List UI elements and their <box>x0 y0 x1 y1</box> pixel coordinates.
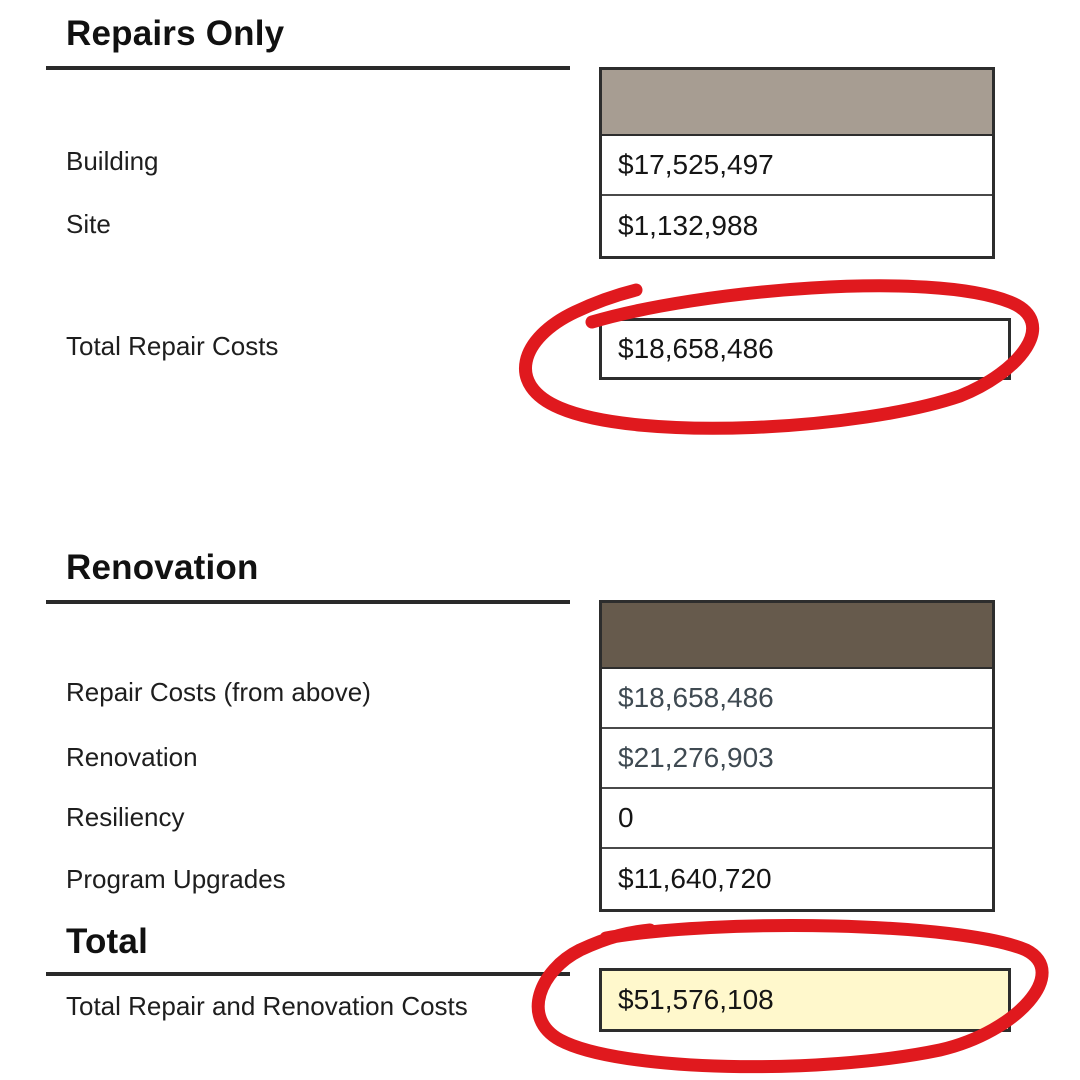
total-repair-costs-value[interactable]: $18,658,486 <box>599 318 1011 380</box>
renovation-table-header <box>602 603 992 669</box>
program-upgrades-label: Program Upgrades <box>66 864 286 894</box>
site-value[interactable]: $1,132,988 <box>618 210 759 241</box>
total-divider <box>46 972 570 976</box>
repairs-table-header <box>602 70 992 136</box>
total-repair-renovation-text: $51,576,108 <box>618 984 774 1015</box>
repair-costs-from-above-label: Repair Costs (from above) <box>66 677 371 707</box>
total-repair-costs-text: $18,658,486 <box>618 333 774 364</box>
site-label: Site <box>66 209 111 239</box>
resiliency-value[interactable]: 0 <box>602 789 992 849</box>
building-value[interactable]: $17,525,497 <box>602 136 992 196</box>
renovation-label: Renovation <box>66 742 198 772</box>
total-repair-costs-label: Total Repair Costs <box>66 331 279 361</box>
building-label: Building <box>66 146 159 176</box>
repair-costs-from-above-value[interactable]: $18,658,486 <box>602 669 992 729</box>
renovation-value[interactable]: $21,276,903 <box>602 729 992 789</box>
repairs-table: $17,525,497 $1,132,988 <box>599 67 995 259</box>
resiliency-label: Resiliency <box>66 802 185 832</box>
renovation-table: $18,658,486 $21,276,903 0 $11,640,720 <box>599 600 995 912</box>
total-repair-renovation-value[interactable]: $51,576,108 <box>599 968 1011 1032</box>
total-repair-renovation-label: Total Repair and Renovation Costs <box>66 991 468 1021</box>
renovation-heading: Renovation <box>66 548 259 587</box>
repairs-divider <box>46 66 570 70</box>
total-heading: Total <box>66 922 149 961</box>
renovation-divider <box>46 600 570 604</box>
repairs-heading: Repairs Only <box>66 14 285 53</box>
program-upgrades-value[interactable]: $11,640,720 <box>618 863 772 894</box>
